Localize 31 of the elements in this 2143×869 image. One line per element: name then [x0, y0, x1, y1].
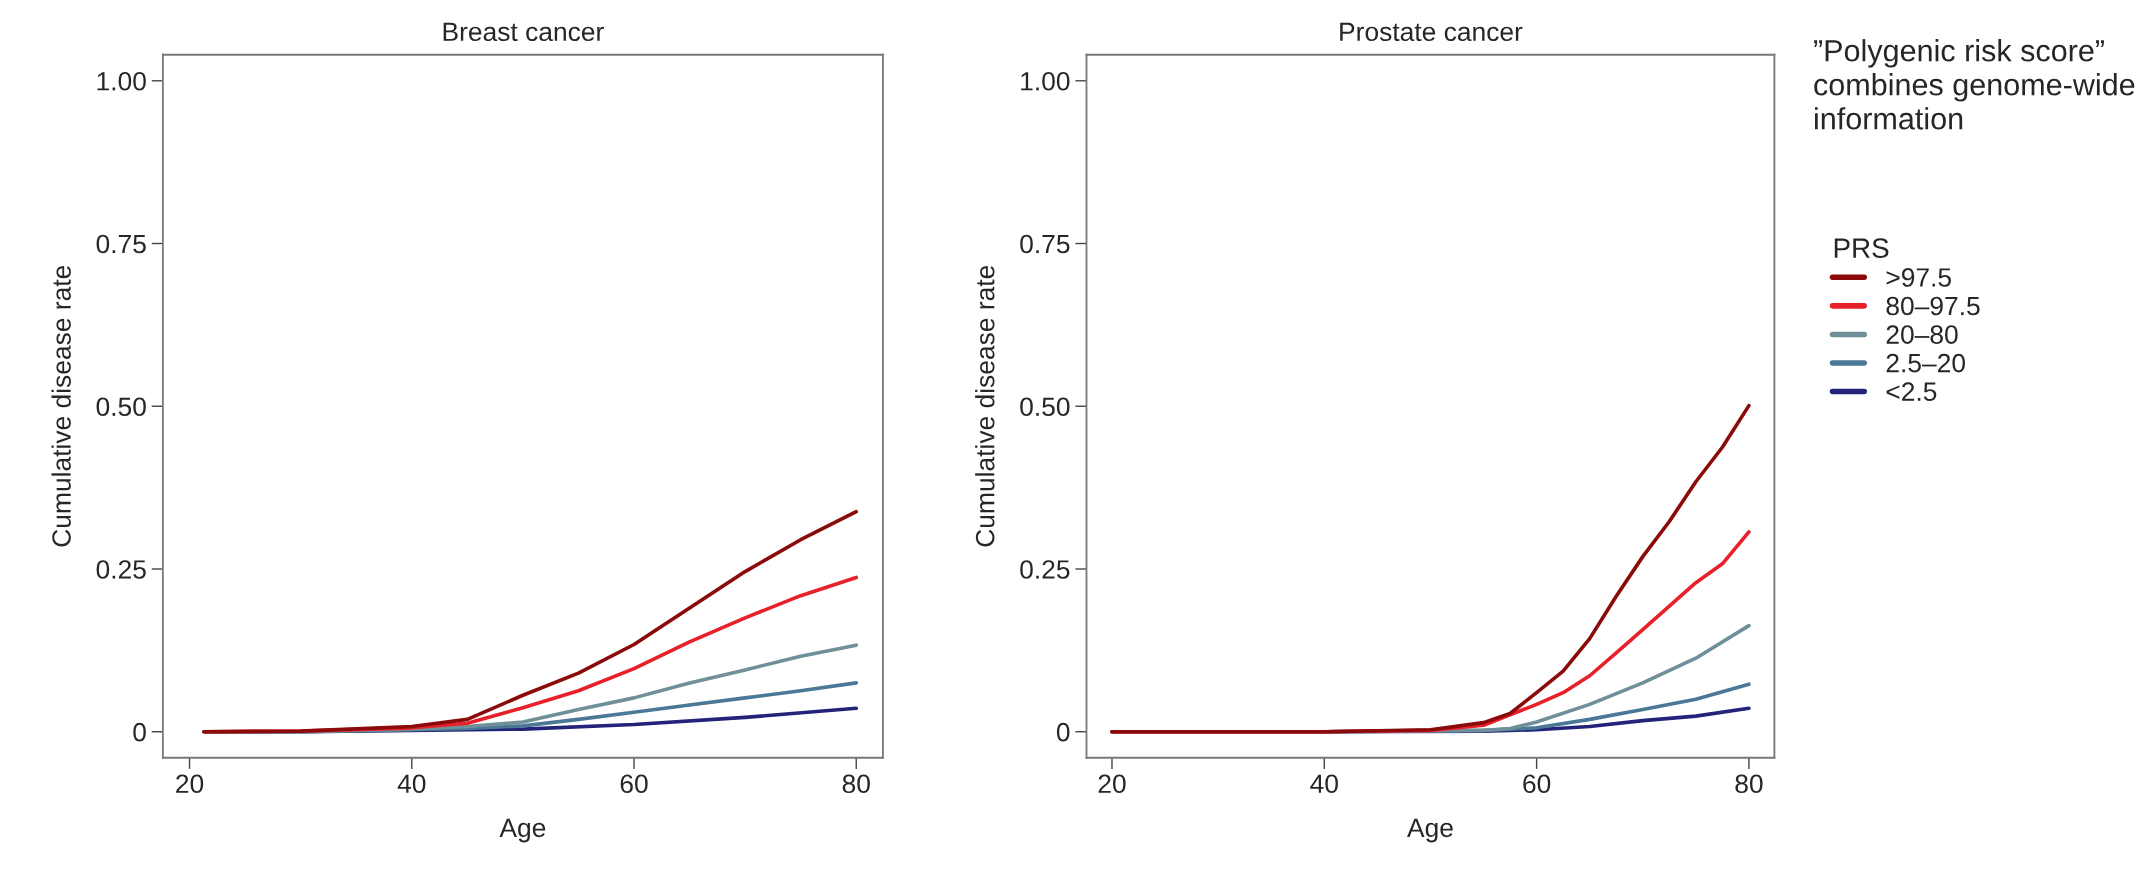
y-axis-title: Cumulative disease rate	[51, 265, 71, 547]
legend-label: 20–80	[1886, 325, 1958, 344]
y-tick-label: 0.50	[96, 397, 146, 417]
y-tick-label: 1.00	[1021, 71, 1070, 91]
x-tick-label: 80	[842, 774, 870, 794]
y-tick-label: 0	[133, 722, 146, 742]
x-tick-label: 40	[1310, 774, 1338, 794]
y-tick-label: 0.50	[1020, 397, 1070, 417]
text: ”Polygenic risk score” combines genome-wide information	[1814, 39, 2135, 130]
y-tick-label: 1.00	[97, 71, 146, 91]
chart-title: Prostate cancer	[1340, 22, 1523, 42]
y-tick-label: 0.75	[96, 234, 146, 254]
y-tick-label: 0.25	[1020, 560, 1070, 579]
y-axis-title: Cumulative disease rate	[975, 265, 995, 547]
x-tick-label: 20	[176, 774, 204, 794]
x-axis-title: Age	[1407, 818, 1453, 843]
x-tick-label: 60	[1523, 774, 1551, 794]
y-tick-label: 0.75	[1020, 234, 1070, 254]
legend-title: PRS	[1834, 238, 1889, 258]
legend-label: 80–97.5	[1886, 296, 1980, 316]
x-tick-label: 80	[1735, 774, 1763, 794]
y-tick-label: 0.25	[96, 560, 146, 579]
y-tick-label: 0	[1056, 722, 1070, 742]
legend-label: 2.5–20	[1886, 353, 1966, 373]
x-tick-label: 20	[1098, 774, 1126, 794]
x-axis-title: Age	[499, 818, 546, 843]
x-tick-label: 40	[397, 774, 426, 794]
x-tick-label: 60	[620, 774, 648, 794]
legend-label: <2.5	[1886, 382, 1937, 402]
chart-title: Breast cancer	[443, 22, 604, 42]
legend-label: >97.5	[1886, 268, 1951, 287]
